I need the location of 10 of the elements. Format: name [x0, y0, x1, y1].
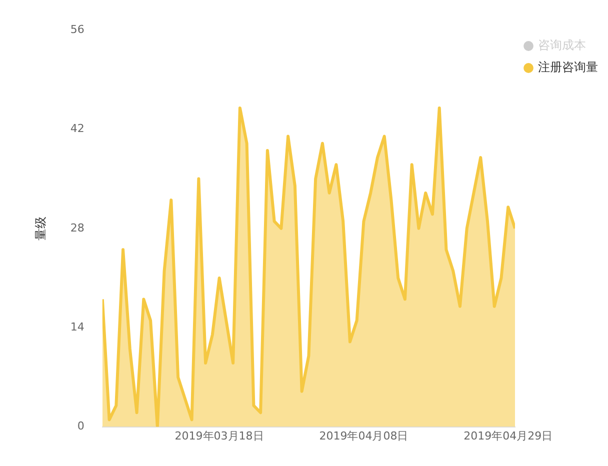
x-tick-label: 2019年04月08日 [319, 429, 408, 442]
y-tick-label: 42 [70, 122, 84, 136]
y-tick-label: 0 [77, 420, 84, 433]
x-tick-label: 2019年04月29日 [464, 429, 553, 442]
y-tick-label: 14 [70, 320, 84, 334]
y-axis-title: 量级 [33, 216, 48, 240]
y-tick-label: 28 [70, 221, 84, 234]
x-tick-label: 2019年03月18日 [174, 429, 264, 442]
y-tick-label: 56 [70, 22, 84, 36]
legend-label: 注册咨询量 [538, 60, 598, 74]
